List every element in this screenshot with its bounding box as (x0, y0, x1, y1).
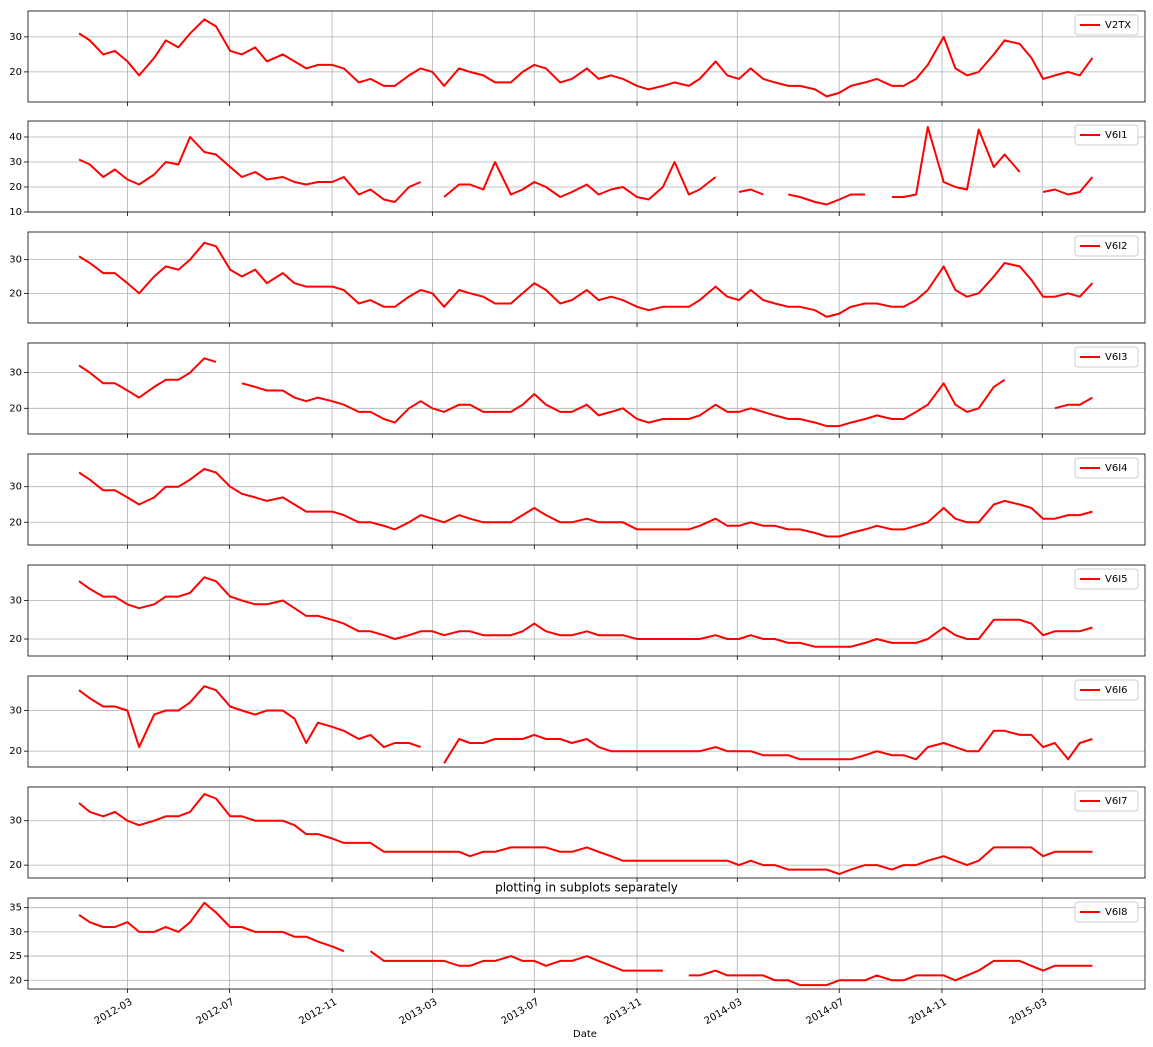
x-tick-label: 2012-03 (93, 997, 135, 1027)
legend-box (1074, 14, 1139, 36)
legend-box (1074, 679, 1139, 701)
legend-box (1074, 124, 1139, 146)
y-tick-label: 20 (9, 975, 22, 986)
x-tick-label: 2014-07 (805, 997, 847, 1027)
y-tick-label: 20 (9, 67, 22, 78)
y-tick-label: 20 (9, 860, 22, 871)
axes-frame (27, 786, 1146, 879)
chart-title: plotting in subplots separately (495, 881, 678, 895)
legend-label: V6I1 (1105, 130, 1128, 141)
axes-frame (27, 453, 1146, 546)
y-tick-label: 20 (9, 403, 22, 414)
legend-label: V6I7 (1105, 796, 1128, 807)
y-tick-label: 30 (9, 706, 22, 717)
legend-box (1074, 346, 1139, 368)
y-tick-label: 20 (9, 746, 22, 757)
y-tick-label: 30 (9, 255, 22, 266)
series-line (78, 901, 1093, 987)
y-tick-label: 20 (9, 634, 22, 645)
axes-frame (27, 10, 1146, 103)
y-tick-label: 30 (9, 816, 22, 827)
series-line (78, 576, 1093, 648)
legend-label: V6I8 (1105, 907, 1128, 918)
axes-frame (27, 342, 1146, 435)
y-tick-label: 20 (9, 288, 22, 299)
x-tick-label: 2013-11 (602, 997, 644, 1027)
y-tick-label: 30 (9, 595, 22, 606)
series-line (78, 357, 1093, 428)
series-line (78, 685, 1093, 764)
y-tick-label: 30 (9, 368, 22, 379)
y-tick-label: 10 (9, 207, 22, 218)
series-line (78, 467, 1093, 538)
legend-label: V6I2 (1105, 241, 1128, 252)
x-tick-label: 2015-03 (1008, 997, 1050, 1027)
series-line (78, 241, 1094, 318)
series-group (78, 18, 1094, 98)
series-group (78, 576, 1093, 648)
y-tick-label: 25 (9, 951, 22, 962)
axes-frame (27, 564, 1146, 657)
x-tick-label: 2014-11 (907, 997, 949, 1027)
axes-frame (27, 231, 1146, 324)
series-group (78, 467, 1093, 538)
y-tick-label: 30 (9, 482, 22, 493)
axes-frame (27, 120, 1146, 213)
axes-frame (27, 897, 1146, 990)
x-tick-label: 2014-03 (703, 997, 745, 1027)
x-tick-label: 2012-11 (297, 997, 339, 1027)
legend-box (1074, 901, 1139, 923)
legend-box (1074, 790, 1139, 812)
axes-frame (27, 675, 1146, 768)
series-line (78, 18, 1094, 98)
y-tick-label: 20 (9, 182, 22, 193)
y-tick-label: 35 (9, 903, 22, 914)
series-group (78, 793, 1093, 875)
y-tick-label: 20 (9, 517, 22, 528)
y-tick-label: 40 (9, 132, 22, 143)
legend-label: V2TX (1105, 20, 1131, 31)
legend-box (1074, 457, 1139, 479)
legend-label: V6I5 (1105, 574, 1128, 585)
legend-box (1074, 568, 1139, 590)
y-tick-label: 30 (9, 927, 22, 938)
series-group (78, 357, 1093, 428)
series-group (78, 126, 1094, 206)
y-tick-label: 30 (9, 32, 22, 43)
series-group (78, 241, 1094, 318)
x-axis-label: Date (573, 1029, 597, 1040)
x-tick-label: 2012-07 (195, 997, 237, 1027)
x-tick-label: 2013-03 (398, 997, 440, 1027)
series-group (78, 901, 1093, 987)
series-line (78, 126, 1094, 206)
legend-box (1074, 235, 1139, 257)
legend-label: V6I4 (1105, 463, 1128, 474)
legend-label: V6I6 (1105, 685, 1128, 696)
series-line (78, 793, 1093, 875)
y-tick-label: 30 (9, 157, 22, 168)
series-group (78, 685, 1093, 764)
x-tick-label: 2013-07 (500, 997, 542, 1027)
legend-label: V6I3 (1105, 352, 1128, 363)
